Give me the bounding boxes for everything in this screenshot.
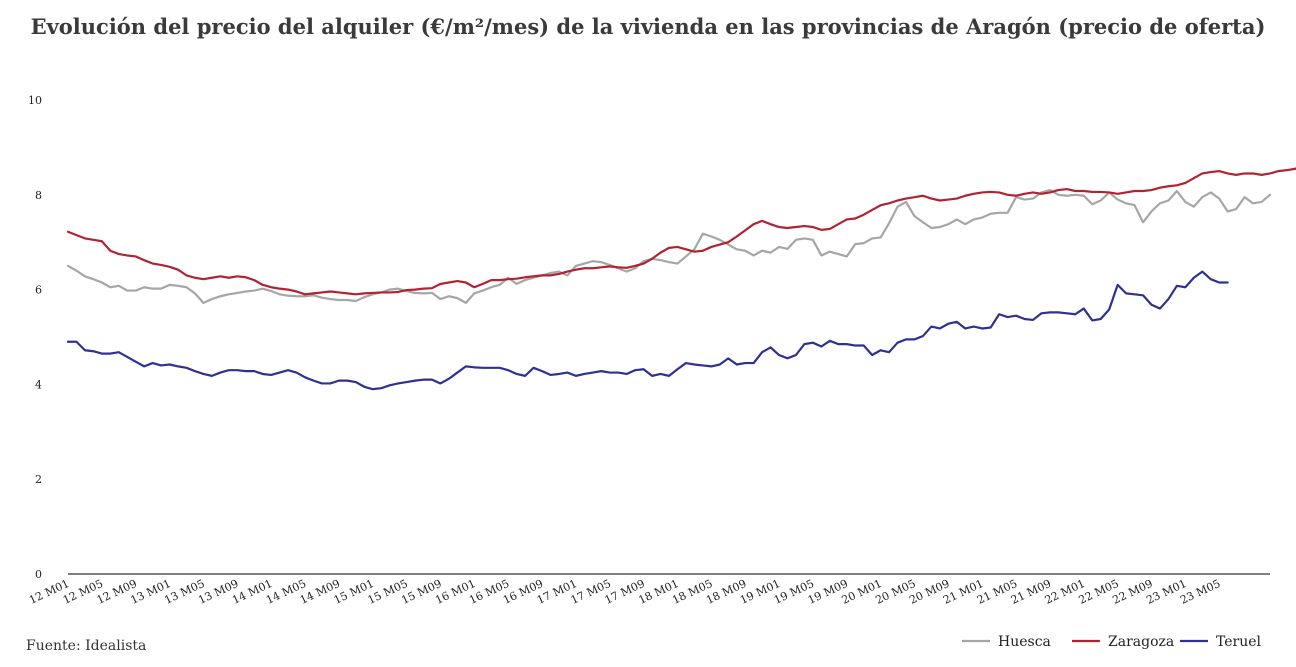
y-tick-label: 0: [35, 568, 42, 581]
series-line-huesca: [66, 188, 1272, 304]
legend-label-teruel: Teruel: [1216, 634, 1262, 650]
y-tick-label: 2: [35, 473, 42, 486]
chart-title: Evolución del precio del alquiler (€/m²/…: [30, 14, 1266, 39]
source-note: Fuente: Idealista: [26, 638, 147, 654]
y-tick-label: 6: [35, 284, 42, 297]
series-line-teruel: [66, 270, 1229, 391]
legend-label-huesca: Huesca: [998, 634, 1051, 650]
series-line-zaragoza: [66, 167, 1296, 296]
legend-label-zaragoza: Zaragoza: [1108, 634, 1174, 650]
y-tick-label: 10: [28, 94, 42, 107]
y-tick-label: 8: [35, 189, 42, 202]
y-tick-label: 4: [35, 378, 42, 391]
